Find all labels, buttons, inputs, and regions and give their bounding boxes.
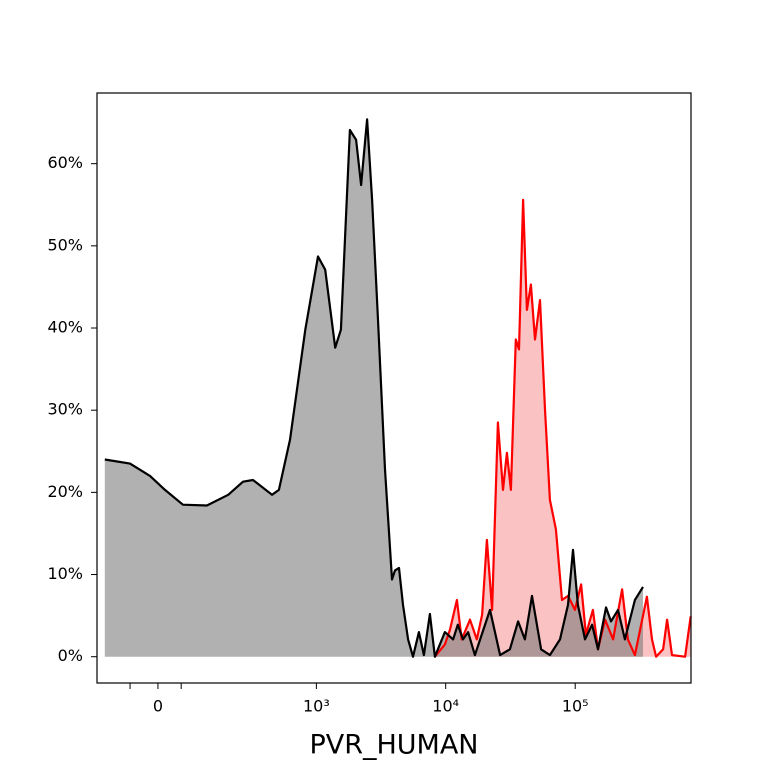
series-line <box>104 118 644 658</box>
series-line <box>434 198 692 658</box>
y-tick-label: 10% <box>47 564 83 583</box>
y-tick-label: 50% <box>47 235 83 254</box>
area-fill <box>104 119 644 657</box>
y-tick-label: 30% <box>47 400 83 419</box>
x-tick-label: 10⁵ <box>562 697 589 716</box>
x-tick-label: 10⁴ <box>432 697 459 716</box>
x-tick-label: 10³ <box>303 697 330 716</box>
area-fill <box>434 199 691 657</box>
x-axis-label: PVR_HUMAN <box>309 730 478 761</box>
y-tick-label: 0% <box>58 646 83 665</box>
x-tick-label: 0 <box>153 697 163 716</box>
y-tick-label: 20% <box>47 482 83 501</box>
plot-frame <box>96 92 692 684</box>
y-tick-label: 40% <box>47 318 83 337</box>
y-tick-label: 60% <box>47 153 83 172</box>
